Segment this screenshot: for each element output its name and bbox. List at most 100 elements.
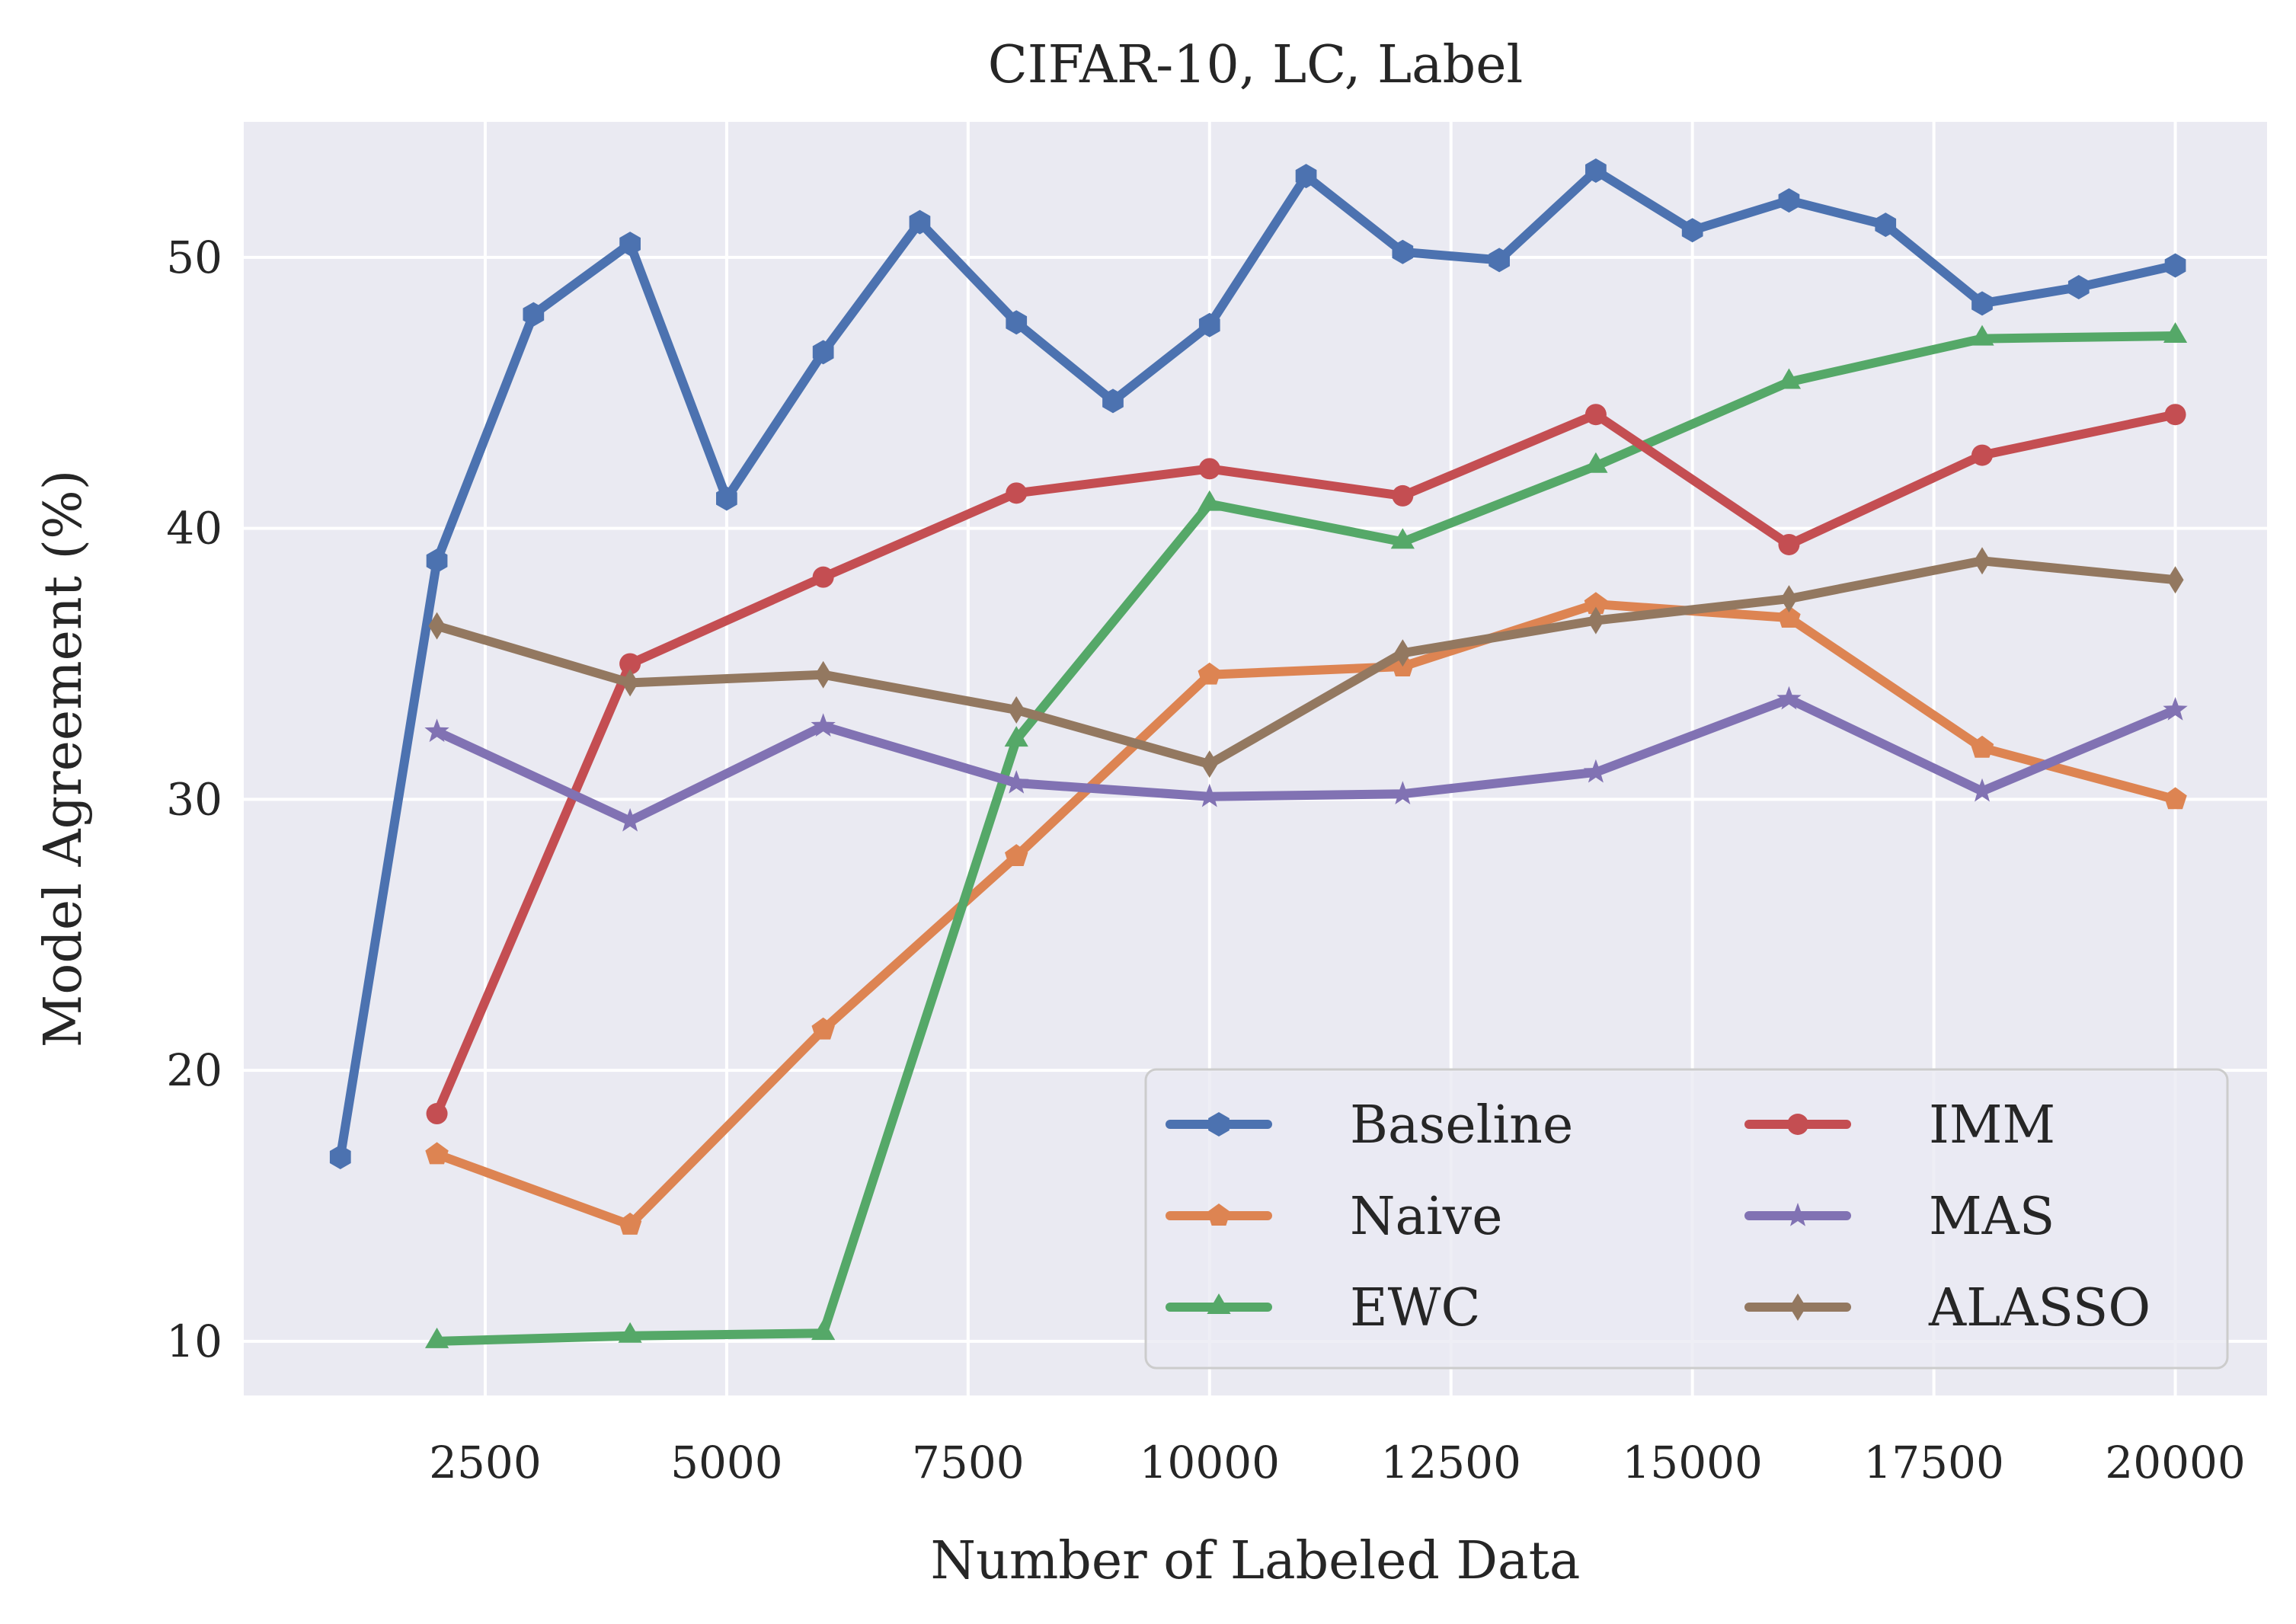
data-point-imm [1392, 484, 1414, 507]
data-point-ewc [811, 1319, 836, 1341]
data-point-ewc [2163, 322, 2188, 344]
legend-marker-ewc [1207, 1293, 1231, 1314]
data-point-baseline [1006, 310, 1028, 335]
data-point-alasso [1394, 639, 1412, 667]
data-point-baseline [812, 340, 834, 365]
x-tick-label: 12500 [1380, 1437, 1521, 1488]
legend-label-imm: IMM [1929, 1095, 2055, 1156]
legend-label-baseline: Baseline [1350, 1095, 1573, 1156]
y-tick-label: 30 [166, 773, 222, 825]
data-point-mas [811, 713, 836, 737]
x-axis-label: Number of Labeled Data [931, 1531, 1581, 1591]
data-point-ewc [1584, 452, 1608, 473]
data-point-alasso [1201, 750, 1218, 778]
data-point-imm [1198, 458, 1220, 480]
data-point-ewc [1970, 324, 1994, 346]
data-point-naive [1584, 592, 1608, 615]
data-point-naive [1005, 844, 1028, 867]
legend-marker-baseline [1208, 1112, 1230, 1136]
y-axis-label: Model Agreement (%) [34, 470, 94, 1047]
data-point-ewc [1390, 528, 1415, 549]
data-point-baseline [1102, 388, 1124, 414]
data-point-mas [1969, 778, 1995, 802]
data-point-mas [1004, 770, 1029, 794]
data-point-naive [2163, 787, 2187, 810]
data-point-imm [812, 566, 834, 588]
data-point-baseline [1392, 239, 1414, 264]
chart-title: CIFAR-10, LC, Label [988, 35, 1523, 95]
y-tick-label: 20 [166, 1044, 222, 1096]
x-tick-label: 17500 [1863, 1437, 2004, 1488]
series-alasso [428, 547, 2184, 778]
data-point-alasso [1780, 585, 1798, 613]
series-line-ewc [432, 331, 2180, 1346]
series-line-imm [432, 410, 2180, 1118]
legend-label-mas: MAS [1929, 1187, 2055, 1247]
data-point-baseline [1295, 164, 1317, 189]
data-point-naive [425, 1142, 449, 1165]
x-tick-label: 5000 [670, 1437, 783, 1488]
legend-item-alasso: ALASSO [1744, 1278, 2151, 1338]
series-line-naive [432, 599, 2180, 1229]
data-point-naive [618, 1212, 642, 1235]
legend-marker-imm [1787, 1114, 1808, 1135]
data-point-mas [1583, 759, 1609, 783]
data-point-baseline [909, 209, 931, 235]
x-tick-label: 15000 [1622, 1437, 1763, 1488]
data-point-baseline [1778, 188, 1800, 213]
data-point-imm [1971, 444, 1994, 466]
data-point-alasso [428, 612, 446, 640]
x-tick-label: 7500 [912, 1437, 1025, 1488]
series-line-alasso [432, 556, 2180, 769]
data-point-ewc [1776, 368, 1802, 389]
legend-item-imm: IMM [1744, 1095, 2055, 1156]
data-point-baseline [1198, 312, 1220, 337]
legend-box [1144, 1068, 2229, 1370]
data-point-baseline [1489, 248, 1510, 273]
data-point-naive [811, 1017, 835, 1040]
data-point-ewc [1198, 490, 1222, 511]
x-tick-label: 20000 [2105, 1437, 2246, 1488]
data-point-baseline [1585, 158, 1607, 184]
series-baseline [329, 158, 2186, 1169]
data-point-alasso [1587, 606, 1604, 635]
data-point-baseline [426, 548, 448, 574]
data-point-mas [617, 807, 643, 832]
series-line-baseline [335, 166, 2180, 1162]
data-point-ewc [618, 1322, 642, 1343]
data-point-alasso [1974, 547, 1991, 575]
series-mas [424, 686, 2188, 832]
data-point-baseline [1875, 213, 1897, 238]
legend-item-mas: MAS [1744, 1187, 2055, 1247]
data-point-baseline [329, 1144, 351, 1169]
series-layer [329, 158, 2188, 1348]
data-point-alasso [1008, 695, 1025, 724]
legend-marker-naive [1207, 1204, 1231, 1226]
x-tick-label: 10000 [1140, 1437, 1281, 1488]
data-point-imm [619, 653, 641, 675]
data-point-naive [1198, 662, 1222, 685]
tick-labels: 2500 5000 7500 10000 12500 15000 17500 20000 10 2… [166, 232, 2246, 1488]
y-tick-label: 10 [166, 1316, 222, 1367]
data-point-baseline [1971, 291, 1993, 316]
y-tick-label: 40 [166, 503, 222, 555]
legend-item-naive: Naive [1166, 1187, 1502, 1247]
data-point-alasso [814, 660, 832, 689]
data-point-imm [1006, 482, 1028, 504]
legend-marker-mas [1785, 1203, 1811, 1226]
legend: Baseline Naive EWC IMM MAS ALASSO [1144, 1068, 2229, 1370]
data-point-baseline [1681, 218, 1703, 243]
legend-label-ewc: EWC [1350, 1278, 1481, 1338]
legend-item-baseline: Baseline [1166, 1095, 1573, 1156]
data-point-ewc [424, 1327, 449, 1348]
data-point-baseline [619, 232, 641, 257]
data-point-mas [1776, 686, 1802, 710]
data-point-mas [424, 718, 449, 743]
data-point-baseline [523, 302, 545, 327]
data-point-baseline [716, 486, 737, 511]
data-point-mas [2163, 696, 2188, 721]
data-point-imm [1584, 404, 1607, 426]
legend-label-alasso: ALASSO [1928, 1278, 2151, 1338]
series-imm [426, 404, 2186, 1125]
